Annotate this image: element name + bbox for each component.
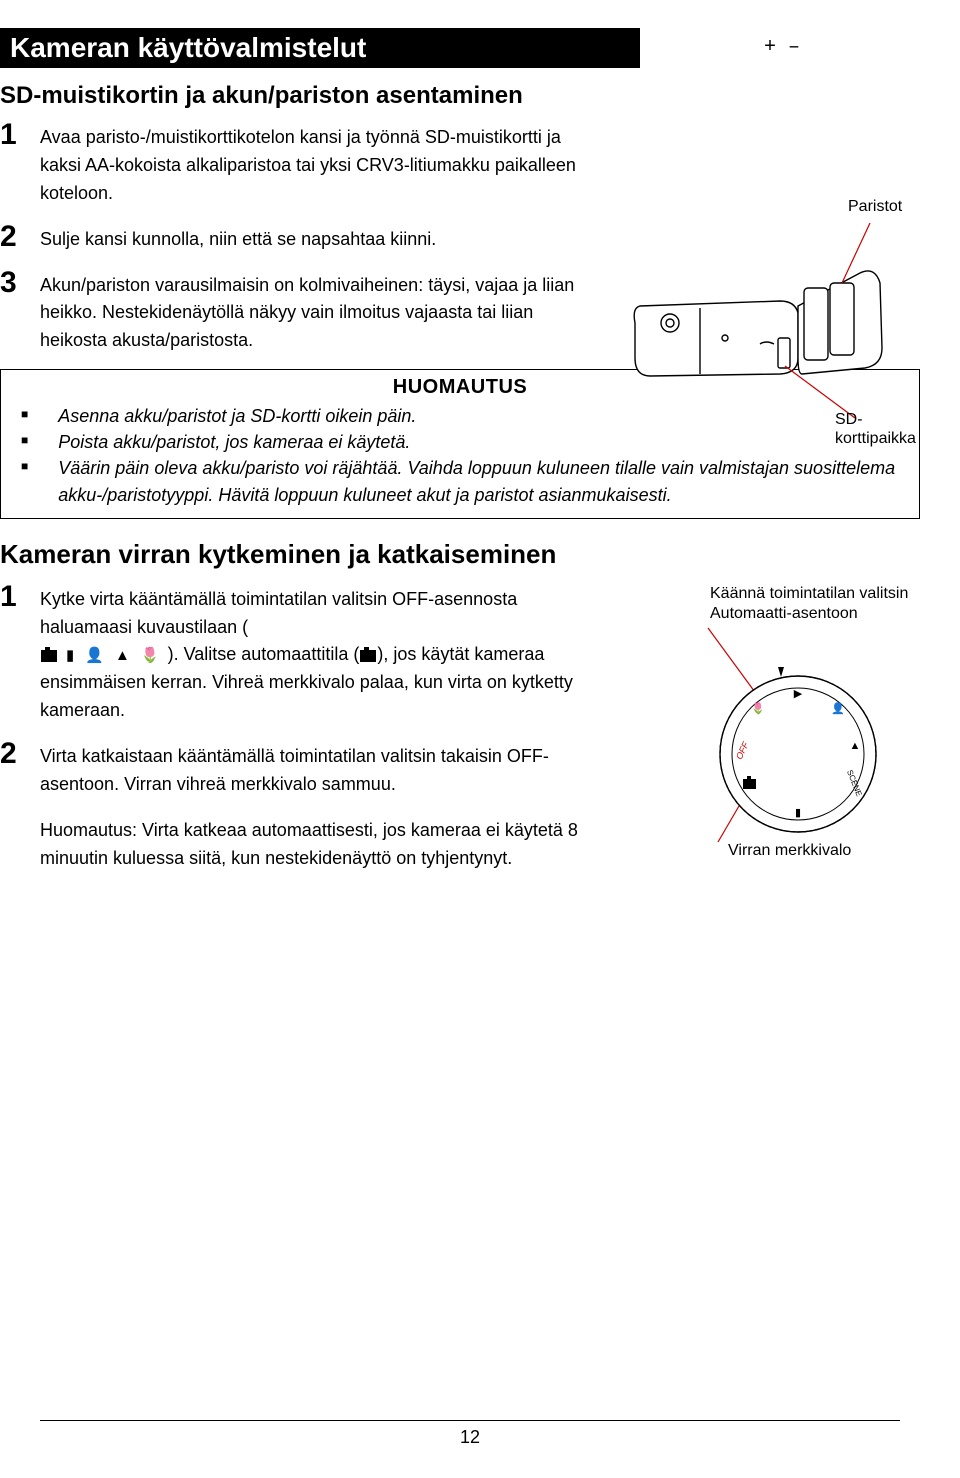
camera-icon <box>41 650 57 662</box>
svg-text:👤: 👤 <box>831 702 845 715</box>
registration-marks: + – <box>764 36 800 59</box>
svg-text:🌷: 🌷 <box>751 702 765 715</box>
step-b-note: Huomautus: Virta katkeaa automaattisesti… <box>0 813 600 873</box>
page-number: 12 <box>0 1427 940 1448</box>
step-text: Sulje kansi kunnolla, niin että se napsa… <box>40 222 436 254</box>
note-item: Väärin päin oleva akku/paristo voi räjäh… <box>11 455 909 507</box>
step-number: 3 <box>0 268 40 298</box>
power-section-heading: Kameran virran kytkeminen ja katkaisemin… <box>0 539 940 570</box>
step-a-1: 1 Avaa paristo-/muistikorttikotelon kans… <box>0 120 600 208</box>
svg-text:▲: ▲ <box>850 740 861 752</box>
battery-compartment-illustration: Paristot SD- korttipaikka <box>630 158 910 438</box>
footer-rule <box>40 1420 900 1421</box>
step-number: 2 <box>0 739 40 769</box>
section-header-bar: Kameran käyttövalmistelut <box>0 28 640 68</box>
step-b1-mid: ). Valitse automaattitila ( <box>168 644 360 664</box>
svg-text:▮: ▮ <box>795 807 801 819</box>
step-b-1: 1 Kytke virta kääntämällä toimintatilan … <box>0 582 600 725</box>
step-number: 1 <box>0 120 40 150</box>
page-footer: 12 <box>0 1420 940 1448</box>
top-content-area: 1 Avaa paristo-/muistikorttikotelon kans… <box>0 120 940 355</box>
label-sd-line1: SD- <box>835 411 863 428</box>
steps-list-a: 1 Avaa paristo-/muistikorttikotelon kans… <box>0 120 600 355</box>
bottom-content-area: 1 Kytke virta kääntämällä toimintatilan … <box>0 582 940 873</box>
camera-icon <box>360 650 376 662</box>
macro-icon: 🌷 <box>141 644 160 667</box>
step-number: 2 <box>0 222 40 252</box>
portrait-icon: 👤 <box>85 644 104 667</box>
note-item-text: Poista akku/paristot, jos kameraa ei käy… <box>58 429 410 455</box>
svg-text:▶: ▶ <box>794 688 803 700</box>
step-text: Virta katkaistaan kääntämällä toimintati… <box>40 739 600 799</box>
label-batteries: Paristot <box>848 198 902 216</box>
label-sd-slot: SD- korttipaikka <box>835 410 916 448</box>
step-a-3: 3 Akun/pariston varausilmaisin on kolmiv… <box>0 268 600 356</box>
mode-dial-illustration: ▶ 👤 ▲ 🌷 OFF SCENE ▮ Käännä toimintatilan… <box>648 584 938 884</box>
landscape-icon: ▲ <box>115 644 130 667</box>
note-item-text: Väärin päin oleva akku/paristo voi räjäh… <box>58 455 909 507</box>
step-text: Avaa paristo-/muistikorttikotelon kansi … <box>40 120 600 208</box>
label-dial-top: Käännä toimintatilan valitsin Automaatti… <box>710 584 908 624</box>
step-b-2: 2 Virta katkaistaan kääntämällä toiminta… <box>0 739 600 799</box>
step-a-2: 2 Sulje kansi kunnolla, niin että se nap… <box>0 222 600 254</box>
steps-list-b: 1 Kytke virta kääntämällä toimintatilan … <box>0 582 600 873</box>
note-item-text: Asenna akku/paristot ja SD-kortti oikein… <box>58 403 416 429</box>
note-after-text: Huomautus: Virta katkeaa automaattisesti… <box>40 813 600 873</box>
label-dial-line2: Automaatti-asentoon <box>710 605 858 622</box>
subsection-heading: SD-muistikortin ja akun/pariston asentam… <box>0 82 940 110</box>
movie-icon: ▮ <box>66 644 74 667</box>
label-power-indicator: Virran merkkivalo <box>728 842 851 860</box>
step-text: Kytke virta kääntämällä toimintatilan va… <box>40 582 600 725</box>
label-sd-line2: korttipaikka <box>835 430 916 447</box>
step-text: Akun/pariston varausilmaisin on kolmivai… <box>40 268 600 356</box>
label-dial-line1: Käännä toimintatilan valitsin <box>710 585 908 602</box>
step-number: 1 <box>0 582 40 612</box>
step-b1-pre: Kytke virta kääntämällä toimintatilan va… <box>40 589 517 637</box>
